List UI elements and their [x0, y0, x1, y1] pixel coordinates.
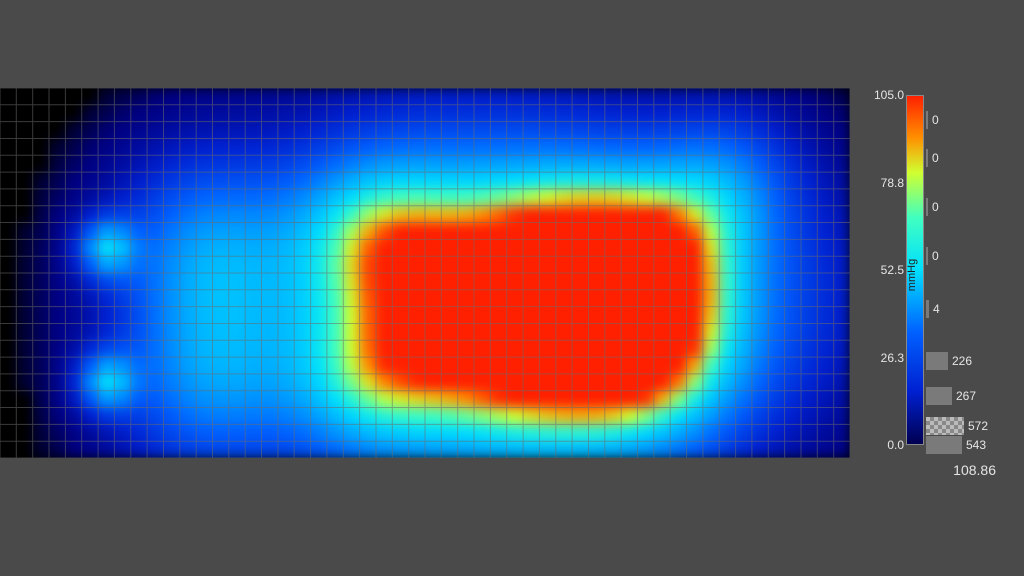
histogram-bar: 0: [926, 149, 928, 167]
histogram-value: 4: [933, 302, 940, 316]
colorbar-tick: 0.0: [864, 438, 904, 452]
colorbar-tick: 105.0: [864, 88, 904, 102]
colorbar: mmHg 105.078.852.526.30.0 00004226267572…: [866, 90, 976, 460]
histogram-bar: 572: [926, 417, 964, 435]
histogram-value: 572: [968, 419, 988, 433]
histogram-bar: 543: [926, 436, 962, 454]
histogram-value: 0: [932, 200, 939, 214]
histogram-bar: 0: [926, 247, 928, 265]
histogram-bar: 0: [926, 111, 928, 129]
histogram-value: 543: [966, 438, 986, 452]
histogram-value: 0: [932, 113, 939, 127]
heatmap-canvas: [0, 88, 850, 458]
histogram-value: 0: [932, 151, 939, 165]
histogram-bar: 0: [926, 198, 928, 216]
colorbar-tick: 52.5: [864, 263, 904, 277]
pressure-heatmap: [0, 88, 850, 458]
histogram-bar: 267: [926, 387, 952, 405]
statistic-value: 108.86: [953, 462, 996, 478]
colorbar-unit-label: mmHg: [906, 259, 918, 291]
colorbar-tick: 26.3: [864, 351, 904, 365]
histogram-value: 0: [932, 249, 939, 263]
histogram-value: 267: [956, 389, 976, 403]
histogram-value: 226: [952, 354, 972, 368]
histogram-bar: 4: [926, 300, 929, 318]
colorbar-tick: 78.8: [864, 176, 904, 190]
histogram-bar: 226: [926, 352, 948, 370]
